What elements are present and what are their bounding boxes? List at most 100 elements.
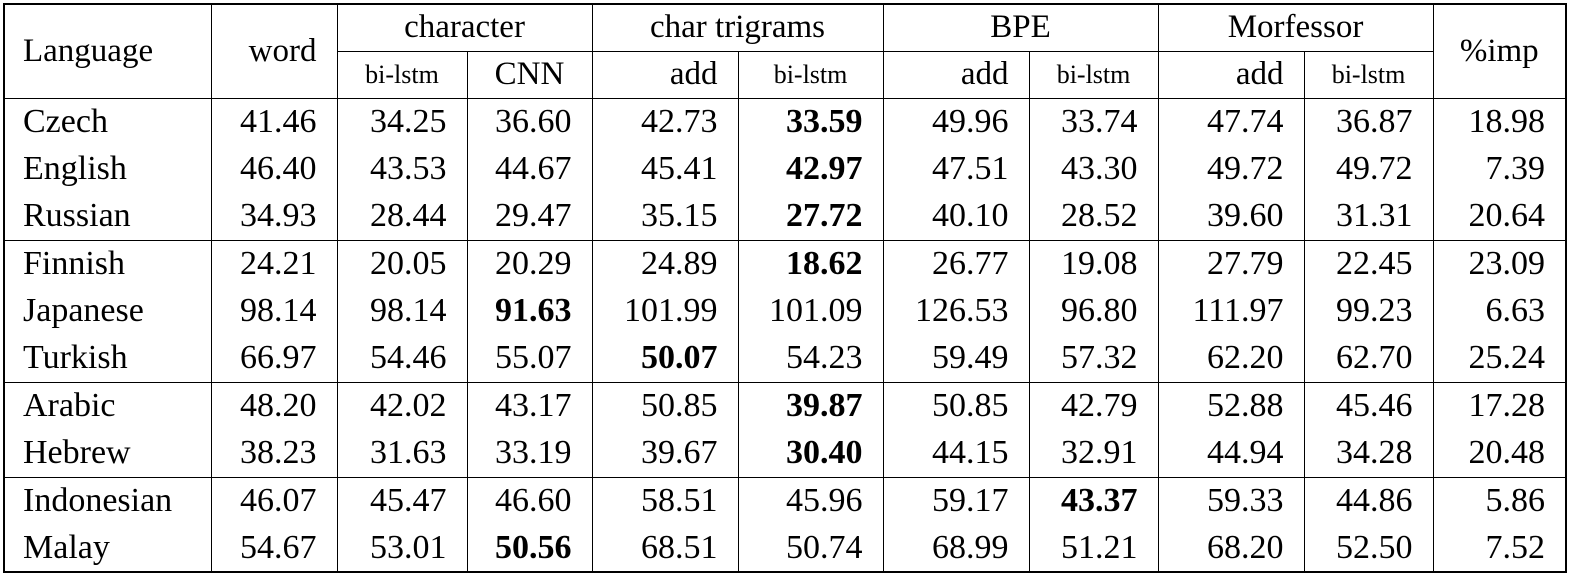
value-cell: 62.20 <box>1157 334 1305 383</box>
value-cell: 26.77 <box>882 239 1030 288</box>
data-row: English 46.40 43.53 44.67 45.41 42.97 47.51 43.… <box>3 145 1567 193</box>
subheader-cell: add <box>882 51 1030 98</box>
subheader-cell: bi-lstm <box>1028 51 1159 98</box>
value-cell: 51.21 <box>1028 524 1159 572</box>
language-cell: Turkish <box>3 334 212 383</box>
value-cell: 7.39 <box>1432 145 1567 193</box>
data-row: Russian 34.93 28.44 29.47 35.15 27.72 40.10 28.… <box>3 192 1567 241</box>
value-cell: 44.67 <box>466 145 593 193</box>
subheader-cell: bi-lstm <box>1303 51 1434 98</box>
value-cell: 39.87 <box>737 381 884 430</box>
language-cell: Japanese <box>3 287 212 335</box>
value-cell: 99.23 <box>1303 287 1434 335</box>
value-cell: 50.56 <box>466 524 593 572</box>
value-cell: 45.47 <box>336 476 468 525</box>
value-cell: 34.93 <box>210 192 338 241</box>
language-cell: Russian <box>3 192 212 241</box>
value-cell: 31.31 <box>1303 192 1434 241</box>
language-cell: Hebrew <box>3 429 212 478</box>
subheader-cell: CNN <box>466 51 593 98</box>
value-cell: 34.25 <box>336 98 468 146</box>
data-row: Hebrew 38.23 31.63 33.19 39.67 30.40 44.15 32.9… <box>3 429 1567 478</box>
value-cell: 38.23 <box>210 429 338 478</box>
value-cell: 39.60 <box>1157 192 1305 241</box>
table-header: Language word character char trigrams BPE Mor… <box>3 4 1567 98</box>
value-cell: 33.74 <box>1028 98 1159 146</box>
value-cell: 35.15 <box>591 192 739 241</box>
value-cell: 98.14 <box>210 287 338 335</box>
data-row: Arabic 48.20 42.02 43.17 50.85 39.87 50.85 42.7… <box>3 381 1567 430</box>
value-cell: 20.29 <box>466 239 593 288</box>
value-cell: 39.67 <box>591 429 739 478</box>
value-cell: 46.40 <box>210 145 338 193</box>
value-cell: 42.97 <box>737 145 884 193</box>
header-cell: word <box>210 4 338 98</box>
group-header: char trigrams <box>591 4 884 52</box>
value-cell: 31.63 <box>336 429 468 478</box>
value-cell: 33.59 <box>737 98 884 146</box>
value-cell: 43.37 <box>1028 476 1159 525</box>
value-cell: 50.07 <box>591 334 739 383</box>
value-cell: 45.46 <box>1303 381 1434 430</box>
value-cell: 50.85 <box>591 381 739 430</box>
value-cell: 52.50 <box>1303 524 1434 572</box>
value-cell: 42.02 <box>336 381 468 430</box>
language-cell: Finnish <box>3 239 212 288</box>
data-row: Indonesian 46.07 45.47 46.60 58.51 45.96 59.17… <box>3 476 1567 525</box>
value-cell: 58.51 <box>591 476 739 525</box>
data-row: Finnish 24.21 20.05 20.29 24.89 18.62 26.77 19.… <box>3 239 1567 288</box>
group-header: BPE <box>882 4 1159 52</box>
value-cell: 20.05 <box>336 239 468 288</box>
value-cell: 68.20 <box>1157 524 1305 572</box>
value-cell: 40.10 <box>882 192 1030 241</box>
subheader-cell: bi-lstm <box>737 51 884 98</box>
table-body: Czech 41.46 34.25 36.60 42.73 33.59 49.96 33.74… <box>3 98 1567 572</box>
value-cell: 20.64 <box>1432 192 1567 241</box>
language-cell: English <box>3 145 212 193</box>
value-cell: 53.01 <box>336 524 468 572</box>
value-cell: 91.63 <box>466 287 593 335</box>
value-cell: 32.91 <box>1028 429 1159 478</box>
value-cell: 101.99 <box>591 287 739 335</box>
value-cell: 24.21 <box>210 239 338 288</box>
value-cell: 68.51 <box>591 524 739 572</box>
group-header: character <box>336 4 593 52</box>
language-cell: Czech <box>3 98 212 146</box>
value-cell: 68.99 <box>882 524 1030 572</box>
value-cell: 36.60 <box>466 98 593 146</box>
value-cell: 50.74 <box>737 524 884 572</box>
value-cell: 42.79 <box>1028 381 1159 430</box>
value-cell: 59.33 <box>1157 476 1305 525</box>
language-cell: Arabic <box>3 381 212 430</box>
value-cell: 48.20 <box>210 381 338 430</box>
language-cell: Malay <box>3 524 212 572</box>
value-cell: 28.52 <box>1028 192 1159 241</box>
language-cell: Indonesian <box>3 476 212 525</box>
value-cell: 49.96 <box>882 98 1030 146</box>
value-cell: 66.97 <box>210 334 338 383</box>
results-table: Language word character char trigrams BPE Mor… <box>3 3 1568 573</box>
value-cell: 44.86 <box>1303 476 1434 525</box>
value-cell: 47.51 <box>882 145 1030 193</box>
subheader-cell: bi-lstm <box>336 51 468 98</box>
data-row: Japanese 98.14 98.14 91.63 101.99 101.09 126.5… <box>3 287 1567 335</box>
value-cell: 43.17 <box>466 381 593 430</box>
value-cell: 42.73 <box>591 98 739 146</box>
value-cell: 22.45 <box>1303 239 1434 288</box>
value-cell: 18.62 <box>737 239 884 288</box>
value-cell: 47.74 <box>1157 98 1305 146</box>
value-cell: 20.48 <box>1432 429 1567 478</box>
value-cell: 30.40 <box>737 429 884 478</box>
value-cell: 50.85 <box>882 381 1030 430</box>
header-cell: Language <box>3 4 212 98</box>
value-cell: 55.07 <box>466 334 593 383</box>
value-cell: 52.88 <box>1157 381 1305 430</box>
value-cell: 96.80 <box>1028 287 1159 335</box>
value-cell: 45.41 <box>591 145 739 193</box>
header-row: Language word character char trigrams BPE Mor… <box>3 4 1567 98</box>
value-cell: 43.30 <box>1028 145 1159 193</box>
value-cell: 23.09 <box>1432 239 1567 288</box>
data-row: Malay 54.67 53.01 50.56 68.51 50.74 68.99 51.21… <box>3 524 1567 572</box>
value-cell: 46.07 <box>210 476 338 525</box>
